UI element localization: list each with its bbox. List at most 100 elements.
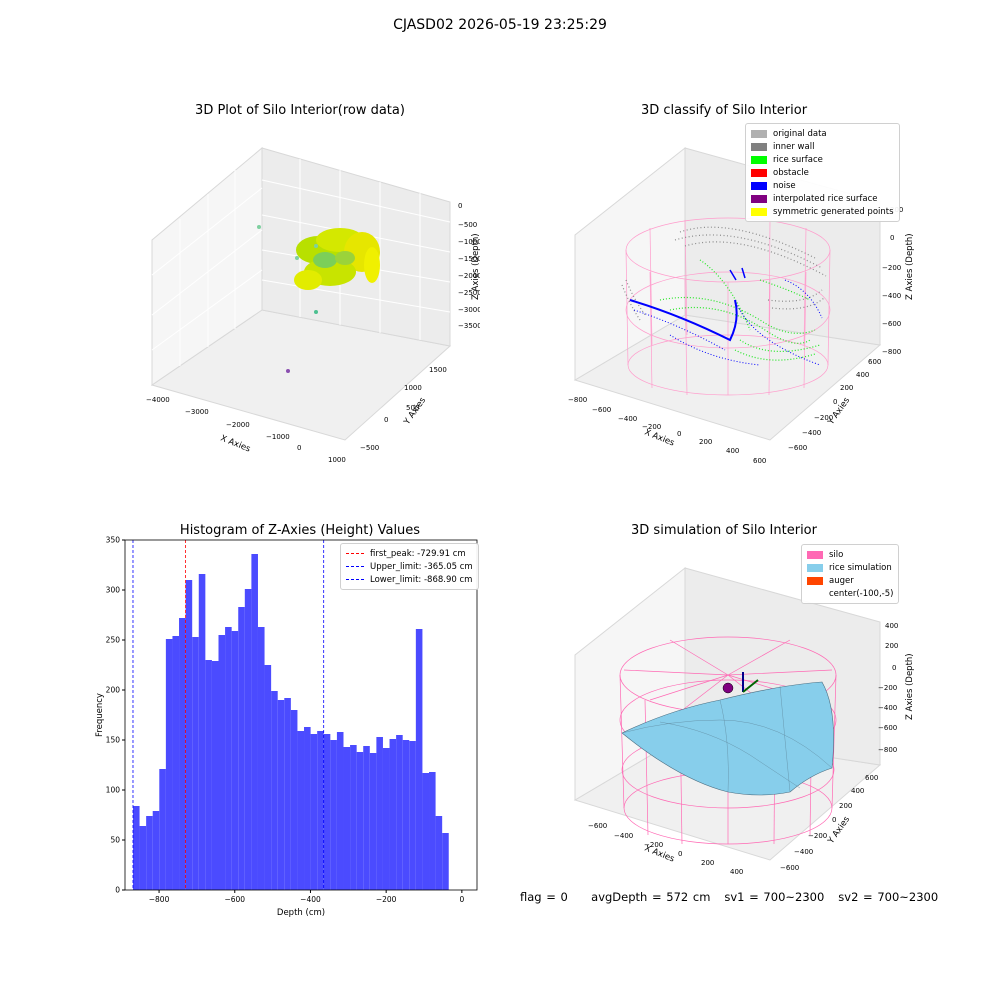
- histogram-legend-line: [346, 579, 364, 580]
- histogram-bar: [435, 816, 443, 890]
- simulation-ylabel: Y Axies: [826, 814, 853, 846]
- histogram-bar: [389, 739, 397, 890]
- histogram-xtick-label: −400: [300, 895, 321, 904]
- histogram-ytick-label: 50: [110, 836, 120, 845]
- histogram-bar: [330, 740, 337, 890]
- histogram-bar: [363, 746, 370, 890]
- simulation-legend-label: silo: [829, 549, 844, 560]
- raw-xlabel: X Axies: [219, 434, 252, 455]
- classify-legend-label: rice surface: [773, 154, 823, 165]
- histogram-bar: [271, 691, 278, 890]
- histogram-bar: [343, 747, 351, 890]
- simulation-ztick: −600: [878, 724, 897, 732]
- histogram-bar: [422, 773, 430, 890]
- classify-ytick: 400: [856, 371, 869, 379]
- histogram-bar: [415, 629, 423, 890]
- histogram-bar: [139, 826, 147, 890]
- simulation-legend-item: center(-100,-5): [807, 587, 893, 600]
- auger-marker: [722, 672, 759, 694]
- simulation-ytick: −400: [794, 848, 813, 856]
- classify-xtick: 0: [677, 430, 681, 438]
- classify-legend-item: interpolated rice surface: [751, 192, 894, 205]
- histogram-bar: [165, 639, 173, 890]
- simulation-legend-swatch: [807, 563, 823, 572]
- histogram-bar: [132, 806, 140, 890]
- histogram-bar: [396, 735, 403, 890]
- classify-legend-swatch: [751, 194, 767, 203]
- histogram-ytick-label: 300: [106, 586, 121, 595]
- histogram-bar: [146, 816, 153, 890]
- raw-point-cloud: [257, 225, 380, 373]
- raw-ztick: −2000: [458, 272, 480, 280]
- histogram-bar: [185, 580, 193, 890]
- simulation-silo-wireframe: [619, 636, 837, 845]
- histogram-bar: [172, 636, 180, 890]
- classify-ytick: −200: [814, 414, 833, 422]
- histogram-bar: [350, 745, 357, 890]
- histogram-bar: [244, 589, 252, 890]
- simulation-xtick: −600: [588, 822, 607, 830]
- classify-xtick: 200: [699, 438, 712, 446]
- classify-legend-label: original data: [773, 128, 827, 139]
- raw-ztick: −2500: [458, 289, 480, 297]
- simulation-legend-label: rice simulation: [829, 562, 892, 573]
- raw-ztick: 0: [458, 202, 462, 210]
- histogram-ytick-label: 150: [106, 736, 121, 745]
- histogram-bar: [290, 710, 298, 890]
- histogram-legend-label: Upper_limit: -365.05 cm: [370, 561, 473, 572]
- histogram-legend-label: first_peak: -729.91 cm: [370, 548, 466, 559]
- raw-ytick: 500: [406, 404, 419, 412]
- classify-legend-item: noise: [751, 179, 894, 192]
- classify-noise-points: [629, 267, 823, 366]
- classify-ztick: −200: [882, 264, 901, 272]
- simulation-xtick: 0: [678, 850, 682, 858]
- depth-histogram: −800 −600 −400 −200 0 0 50 100 150 200 250 300 350 De…: [95, 536, 478, 918]
- classify-legend-item: rice surface: [751, 153, 894, 166]
- histogram-bar: [310, 734, 318, 890]
- simulation-ztick: −400: [878, 704, 897, 712]
- histogram-frame: [124, 539, 478, 891]
- histogram-bar: [225, 627, 232, 890]
- histogram-bar: [317, 731, 324, 890]
- raw-ztick: −500: [458, 221, 477, 229]
- raw-ytick: −500: [360, 444, 379, 452]
- raw-3d-plot: −4000 −3000 −2000 −1000 0 1000 −500 0 50…: [146, 146, 480, 464]
- simulation-ytick: 600: [865, 774, 878, 782]
- raw-xtick: −3000: [185, 408, 209, 416]
- classify-ytick: −600: [788, 444, 807, 452]
- classify-xtick: −800: [568, 396, 587, 404]
- status-avg-depth: avgDepth = 572 cm: [591, 890, 711, 904]
- histogram-bar: [179, 618, 186, 890]
- classify-ztick: −400: [882, 292, 901, 300]
- histogram-legend-item: Lower_limit: -868.90 cm: [346, 573, 473, 586]
- histogram-ylabel: Frequency: [95, 693, 105, 737]
- histogram-bar: [376, 737, 383, 890]
- classify-legend-swatch: [751, 155, 767, 164]
- histogram-xtick-label: −800: [149, 895, 170, 904]
- simulation-legend-item: rice simulation: [807, 561, 893, 574]
- histogram-xtick-label: −600: [224, 895, 245, 904]
- raw-zlabel: Z Axies (Depth): [471, 233, 480, 300]
- raw-ytick: 0: [384, 416, 388, 424]
- classify-legend-label: noise: [773, 180, 796, 191]
- histogram-bar: [356, 752, 364, 890]
- simulation-xtick: 200: [701, 859, 714, 867]
- histogram-bar: [205, 660, 212, 890]
- status-line: flag = 0 avgDepth = 572 cm sv1 = 700~230…: [520, 890, 938, 904]
- classify-ztick: 0: [890, 234, 894, 242]
- histogram-xlabel: Depth (cm): [277, 908, 325, 918]
- simulation-xtick: 400: [730, 868, 743, 876]
- histogram-legend-item: first_peak: -729.91 cm: [346, 547, 473, 560]
- classify-xtick: 400: [726, 447, 739, 455]
- simulation-legend-item: auger: [807, 574, 893, 587]
- classify-legend: original data inner wall rice surface obsta…: [745, 123, 900, 222]
- classify-legend-label: obstacle: [773, 167, 809, 178]
- classify-ztick: −800: [882, 348, 901, 356]
- raw-xtick: 1000: [328, 456, 346, 464]
- classify-legend-label: inner wall: [773, 141, 815, 152]
- classify-ytick: 200: [840, 384, 853, 392]
- classify-panel-title: 3D classify of Silo Interior: [640, 103, 808, 118]
- simulation-ztick: 200: [885, 642, 898, 650]
- histogram-bar: [257, 627, 265, 890]
- classify-xtick: −400: [618, 415, 637, 423]
